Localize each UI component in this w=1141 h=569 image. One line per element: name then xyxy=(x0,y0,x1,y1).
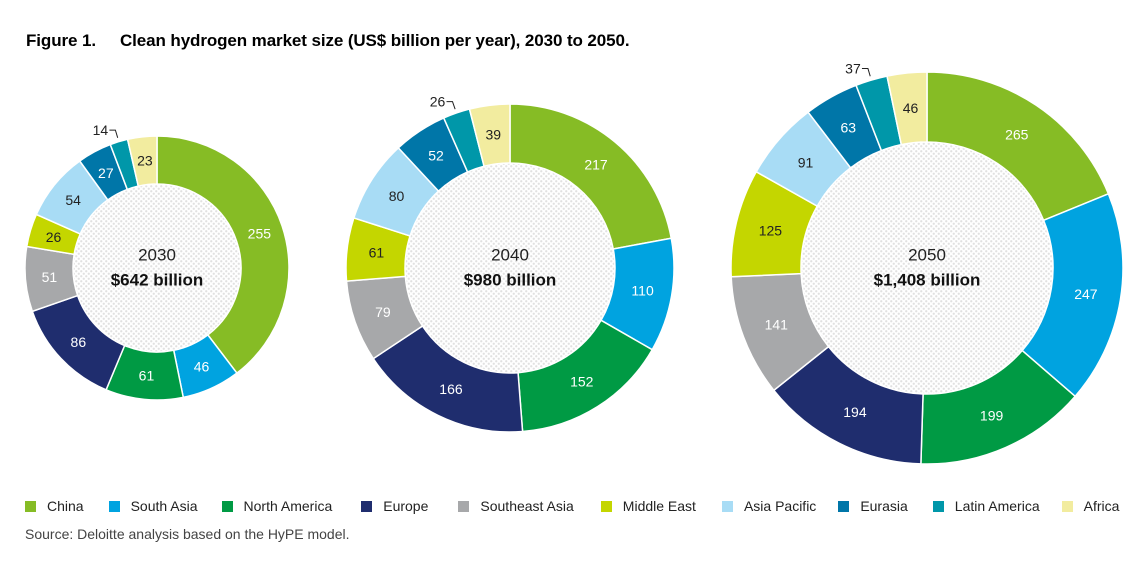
legend-label-latin-america: Latin America xyxy=(954,498,1040,514)
slice-label-2030-north-america: 61 xyxy=(139,367,155,383)
slice-label-2030-latin-america: 14 xyxy=(93,122,109,138)
slice-label-2050-north-america: 199 xyxy=(980,407,1004,423)
donut-2030: 255 46 61 86 51 26 54 27 14 23 2030 $642 billion xyxy=(24,122,290,401)
slice-label-2040-africa: 39 xyxy=(485,127,501,143)
slice-label-2030-asia-pacific: 54 xyxy=(65,192,81,208)
slice-label-2050-africa: 46 xyxy=(903,100,919,116)
source-note: Source: Deloitte analysis based on the H… xyxy=(25,526,350,542)
legend-item-africa: Africa xyxy=(1061,498,1120,514)
slice-label-2050-southeast-asia: 141 xyxy=(765,317,789,333)
slice-label-2040-latin-america: 26 xyxy=(430,94,446,110)
slice-label-2050-eurasia: 63 xyxy=(840,120,856,136)
legend-item-latin-america: Latin America xyxy=(932,498,1040,514)
center-year-2040: 2040 xyxy=(491,246,529,265)
slice-label-2040-north-america: 152 xyxy=(570,374,594,390)
legend-label-southeast-asia: Southeast Asia xyxy=(480,498,574,514)
figure-caption: Clean hydrogen market size (US$ billion … xyxy=(120,31,630,50)
slice-label-2050-middle-east: 125 xyxy=(759,223,783,239)
legend-item-north-america: North America xyxy=(221,498,333,514)
legend-item-southeast-asia: Southeast Asia xyxy=(458,498,574,514)
donut-center xyxy=(73,184,241,352)
legend-swatch-europe xyxy=(361,500,373,512)
legend-label-asia-pacific: Asia Pacific xyxy=(743,498,817,514)
legend-label-eurasia: Eurasia xyxy=(860,498,908,514)
slice-label-2030-southeast-asia: 51 xyxy=(42,269,58,285)
legend-label-south-asia: South Asia xyxy=(130,498,198,514)
center-total-2050: $1,408 billion xyxy=(874,271,981,290)
donut-center xyxy=(405,163,615,373)
slice-label-2050-china: 265 xyxy=(1005,126,1029,142)
legend-label-middle-east: Middle East xyxy=(622,498,696,514)
legend: China South Asia North America Europe Southe… xyxy=(25,498,1119,514)
legend-item-europe: Europe xyxy=(361,498,428,514)
slice-label-2040-eurasia: 52 xyxy=(428,148,444,164)
slice-label-2050-south-asia: 247 xyxy=(1074,286,1098,302)
center-total-2040: $980 billion xyxy=(464,271,557,290)
slice-2030-china xyxy=(156,135,290,375)
callout-line-2030-latin-america xyxy=(109,129,119,138)
legend-item-asia-pacific: Asia Pacific xyxy=(721,498,817,514)
figure-number: Figure 1. xyxy=(26,31,96,50)
slice-label-2030-africa: 23 xyxy=(137,153,153,169)
slice-label-2030-middle-east: 26 xyxy=(46,229,62,245)
slice-label-2040-south-asia: 110 xyxy=(631,283,654,299)
slice-label-2040-europe: 166 xyxy=(439,381,463,397)
legend-swatch-north-america xyxy=(221,500,233,512)
chart-title: Figure 1. Clean hydrogen market size (US$… xyxy=(26,31,630,51)
slice-label-2030-eurasia: 27 xyxy=(98,165,114,181)
slice-label-2040-middle-east: 61 xyxy=(369,245,385,261)
center-total-2030: $642 billion xyxy=(111,271,204,290)
slice-label-2050-asia-pacific: 91 xyxy=(798,154,814,170)
donut-center xyxy=(801,142,1053,394)
legend-item-eurasia: Eurasia xyxy=(838,498,908,514)
legend-swatch-middle-east xyxy=(600,500,612,512)
legend-label-north-america: North America xyxy=(243,498,333,514)
slice-2050-africa xyxy=(886,71,928,146)
slice-2030-africa xyxy=(126,135,158,188)
legend-swatch-southeast-asia xyxy=(458,500,470,512)
slice-2040-africa xyxy=(468,103,511,168)
callout-line-2050-latin-america xyxy=(861,68,871,77)
donut-2050: 265 247 199 194 141 125 91 63 37 46 2050 $1,408 bil… xyxy=(730,61,1124,465)
legend-swatch-eurasia xyxy=(838,500,850,512)
legend-swatch-latin-america xyxy=(932,500,944,512)
legend-label-europe: Europe xyxy=(383,498,429,514)
legend-item-china: China xyxy=(25,498,84,514)
legend-swatch-asia-pacific xyxy=(721,500,733,512)
center-year-2050: 2050 xyxy=(908,246,946,265)
legend-swatch-africa xyxy=(1061,500,1073,512)
callout-line-2040-latin-america xyxy=(446,101,456,110)
center-year-2030: 2030 xyxy=(138,246,176,265)
donut-2040: 217 110 152 166 79 61 80 52 26 39 2040 $980 billion xyxy=(345,94,675,433)
slice-label-2050-latin-america: 37 xyxy=(845,61,861,77)
legend-swatch-china xyxy=(25,500,36,512)
slice-label-2030-china: 255 xyxy=(248,226,272,242)
slice-label-2030-south-asia: 46 xyxy=(194,358,210,374)
slice-label-2040-southeast-asia: 79 xyxy=(375,304,391,320)
slice-label-2050-europe: 194 xyxy=(843,404,867,420)
legend-item-middle-east: Middle East xyxy=(600,498,696,514)
legend-swatch-south-asia xyxy=(108,500,120,512)
legend-label-china: China xyxy=(47,498,84,514)
legend-label-africa: Africa xyxy=(1083,498,1120,514)
slice-label-2040-asia-pacific: 80 xyxy=(389,188,405,204)
slice-label-2040-china: 217 xyxy=(584,157,608,173)
legend-item-south-asia: South Asia xyxy=(108,498,198,514)
donut-charts: 255 46 61 86 51 26 54 27 14 23 2030 $642 billion 217… xyxy=(24,61,1124,465)
slice-label-2030-europe: 86 xyxy=(71,334,87,350)
